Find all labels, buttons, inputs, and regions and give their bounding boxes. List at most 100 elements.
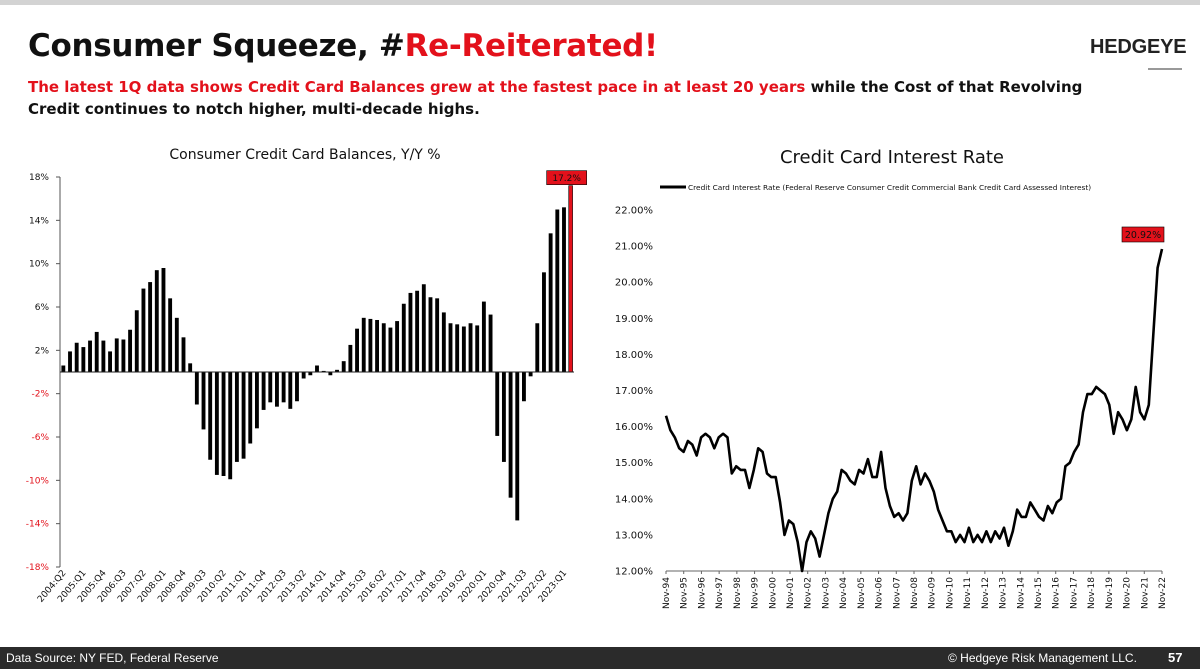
balances-bar [201, 372, 206, 430]
balances-y-tick-label: -2% [31, 390, 49, 400]
balances-bar [114, 338, 119, 372]
balances-bar [261, 372, 266, 410]
rate-y-tick-label: 16.00% [615, 422, 653, 433]
balances-bar [475, 325, 480, 372]
rate-y-tick-label: 12.00% [615, 567, 653, 578]
balances-bar [148, 282, 153, 372]
balances-bar [301, 372, 306, 379]
hedgeye-logo: HEDGEYE [1090, 36, 1187, 58]
balances-bar [335, 369, 339, 372]
page-number: 57 [1168, 650, 1183, 665]
balances-bar [328, 372, 333, 376]
rate-x-tick-label: Nov-05 [857, 577, 867, 609]
balances-bar [281, 372, 286, 403]
page-title: Consumer Squeeze, #Re-Reiterated! [28, 28, 658, 64]
rate-x-tick-label: Nov-19 [1105, 577, 1115, 609]
balances-y-tick-label: -10% [26, 476, 50, 486]
balances-bar [488, 314, 493, 372]
rate-x-tick-label: Nov-18 [1087, 577, 1097, 609]
balances-y-tick-label: 18% [29, 173, 49, 183]
balances-bar [268, 372, 273, 403]
credit-card-interest-rate-chart: Credit Card Interest Rate Credit Card Int… [615, 147, 1168, 609]
rate-y-tick-label: 22.00% [615, 206, 653, 217]
rate-x-tick-label: Nov-20 [1123, 577, 1133, 609]
rate-x-tick-label: Nov-06 [875, 577, 885, 609]
balances-y-tick-label: 10% [29, 260, 49, 270]
balances-bar [108, 351, 113, 372]
balances-bar [508, 372, 513, 498]
rate-callout-box [1121, 226, 1165, 243]
rate-y-tick-label: 19.00% [615, 314, 653, 325]
balances-bar [501, 372, 506, 462]
rate-x-tick-label: Nov-11 [963, 577, 973, 609]
balances-bar [168, 298, 173, 372]
balances-bar [348, 344, 353, 372]
top-rule [0, 0, 1200, 5]
balances-bar [355, 328, 359, 372]
balances-bar [121, 339, 126, 372]
balances-y-tick-label: 14% [29, 216, 49, 226]
balances-bar [408, 292, 413, 372]
balances-bar [61, 365, 66, 372]
footer-bar: Data Source: NY FED, Federal Reserve © H… [0, 647, 1200, 669]
balances-bar [88, 340, 92, 372]
title-red-part: Re-Reiterated! [404, 28, 659, 64]
rate-series-line [664, 248, 1164, 573]
logo-underline [1148, 68, 1182, 70]
data-source: Data Source: NY FED, Federal Reserve [6, 651, 219, 665]
rate-y-tick-label: 17.00% [615, 386, 653, 397]
rate-x-tick-label: Nov-08 [910, 577, 920, 609]
balances-bar [481, 301, 486, 372]
rate-x-tick-label: Nov-95 [680, 577, 690, 609]
balances-bar [435, 298, 440, 372]
rate-x-tick-label: Nov-01 [786, 577, 796, 609]
balances-bar [128, 329, 133, 372]
rate-x-tick-label: Nov-10 [945, 577, 955, 609]
rate-x-tick-label: Nov-16 [1052, 577, 1062, 609]
balances-bar [461, 326, 466, 372]
rate-x-tick-label: Nov-22 [1158, 577, 1168, 609]
balances-bar [542, 272, 546, 372]
balances-y-tick-label: -18% [26, 563, 50, 573]
balances-bar [341, 361, 346, 372]
credit-card-balances-chart: Consumer Credit Card Balances, Y/Y % -18%… [26, 147, 587, 605]
rate-x-tick-label: Nov-17 [1069, 577, 1079, 609]
rate-x-tick-label: Nov-99 [751, 577, 761, 609]
balances-bar [381, 323, 386, 372]
balances-bar [248, 372, 253, 444]
balances-bar [161, 268, 166, 372]
rate-y-tick-label: 15.00% [615, 458, 653, 469]
balances-bar [415, 290, 420, 372]
balances-bar [395, 321, 400, 372]
balances-bar [174, 317, 179, 372]
rate-callout-label: 20.92% [1125, 230, 1161, 241]
page-subtitle: The latest 1Q data shows Credit Card Bal… [28, 76, 1108, 120]
balances-y-tick-label: 6% [35, 303, 50, 313]
copyright: © Hedgeye Risk Management LLC. [948, 651, 1137, 665]
balances-y-tick-label: 2% [35, 346, 50, 356]
rate-x-tick-label: Nov-00 [768, 577, 778, 609]
rate-x-tick-label: Nov-07 [892, 577, 902, 609]
balances-bar [194, 372, 199, 405]
balances-bar [521, 372, 526, 402]
rate-x-tick-label: Nov-21 [1140, 577, 1150, 609]
rate-y-tick-label: 20.00% [615, 278, 653, 289]
rate-x-tick-label: Nov-04 [839, 577, 849, 609]
balances-bar [401, 303, 406, 372]
balances-bar [388, 327, 393, 372]
balances-bar [234, 372, 239, 462]
rate-x-tick-label: Nov-94 [662, 577, 672, 609]
balances-bar [515, 372, 520, 521]
balances-bar [154, 270, 159, 372]
rate-x-tick-label: Nov-03 [821, 577, 831, 609]
rate-y-tick-label: 18.00% [615, 350, 653, 361]
balances-bar [548, 233, 553, 372]
balances-bar [321, 370, 326, 372]
balances-bar [208, 372, 213, 460]
rate-x-tick-label: Nov-96 [697, 577, 707, 609]
rate-x-tick-label: Nov-12 [981, 577, 991, 609]
balances-bar [101, 340, 106, 372]
balances-bar [468, 323, 473, 372]
balances-bar [74, 342, 79, 372]
balances-bar [361, 317, 366, 372]
